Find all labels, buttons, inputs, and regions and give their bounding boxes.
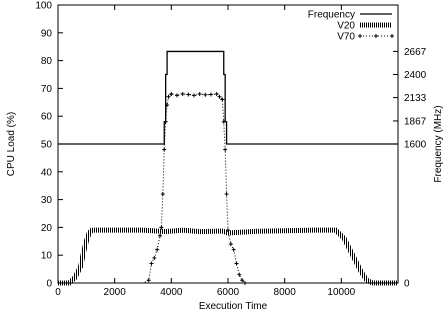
series-point-v70 — [223, 147, 228, 152]
series-point-v70 — [209, 92, 213, 97]
x-tick-label: 4000 — [160, 287, 183, 298]
series-point-v70 — [166, 94, 171, 99]
y-tick-label: 50 — [41, 140, 53, 151]
y-axis-title: CPU Load (%) — [6, 112, 17, 176]
series-point-v70 — [228, 242, 233, 247]
y-tick-label: 90 — [41, 28, 53, 39]
y-tick-label: 20 — [41, 223, 53, 234]
y-tick-label: 80 — [41, 56, 53, 67]
series-point-v70 — [240, 278, 245, 283]
axes-layer: 0 2000 4000 6000 8000 10000 0 10 20 30 40 50 60 70 80 9… — [35, 1, 426, 299]
series-point-v70 — [221, 119, 226, 124]
x-tick-label: 0 — [55, 287, 61, 298]
y2-tick-label: 2400 — [404, 70, 427, 81]
x-tick-label: 10000 — [327, 287, 355, 298]
series-point-v70 — [234, 261, 239, 266]
series-line-frequency — [58, 50, 398, 145]
series-point-v70 — [180, 91, 185, 96]
series-line-v20 — [58, 227, 398, 286]
y2-axis-title: Frequency (MHz) — [433, 105, 444, 182]
legend-label-v20: V20 — [337, 21, 355, 32]
series-point-v70 — [243, 281, 247, 285]
series-point-v70 — [197, 91, 202, 96]
y-tick-label: 60 — [41, 112, 53, 123]
series-point-v70 — [175, 93, 179, 98]
series-point-v70 — [158, 233, 162, 238]
y-tick-label: 40 — [41, 167, 53, 178]
x-tick-label: 2000 — [104, 287, 127, 298]
series-point-v70 — [217, 94, 222, 99]
y2-tick-label: 1867 — [404, 116, 427, 127]
y2-tick-label: 0 — [404, 279, 410, 290]
series-point-v70 — [159, 225, 164, 230]
x-tick-label: 6000 — [217, 287, 240, 298]
x-axis-title: Execution Time — [199, 301, 268, 312]
series-point-v70 — [165, 103, 170, 108]
series-point-v70 — [214, 91, 219, 96]
series-point-v70 — [231, 247, 236, 252]
series-point-v70 — [220, 97, 225, 102]
legend-label-frequency: Frequency — [308, 10, 355, 21]
y-tick-label: 70 — [41, 84, 53, 95]
series-point-v70 — [192, 93, 196, 98]
series-point-v70 — [146, 278, 151, 283]
series-point-v70 — [203, 92, 208, 97]
series-point-v70 — [155, 247, 160, 252]
y-tick-label: 30 — [41, 195, 53, 206]
y-tick-label: 100 — [35, 1, 52, 12]
series-point-v70 — [152, 255, 157, 260]
series-point-v70 — [149, 261, 154, 266]
y2-tick-label: 1600 — [404, 140, 427, 151]
series-point-v70 — [186, 92, 191, 97]
series-point-v70 — [224, 192, 229, 197]
series-line-v70 — [58, 93, 398, 284]
x-tick-label: 8000 — [274, 287, 297, 298]
y-tick-label: 10 — [41, 251, 53, 262]
y-tick-label: 0 — [46, 279, 52, 290]
legend-label-v70: V70 — [337, 32, 355, 43]
series-point-v70 — [160, 192, 165, 197]
y2-tick-label: 2133 — [404, 93, 427, 104]
y2-tick-label: 2667 — [404, 47, 427, 58]
series-layer — [58, 50, 398, 286]
series-point-v70 — [237, 272, 242, 277]
series-point-v70 — [162, 147, 167, 152]
series-point-v70 — [169, 91, 174, 96]
series-point-v70 — [163, 119, 168, 124]
series-point-v70 — [226, 228, 230, 233]
